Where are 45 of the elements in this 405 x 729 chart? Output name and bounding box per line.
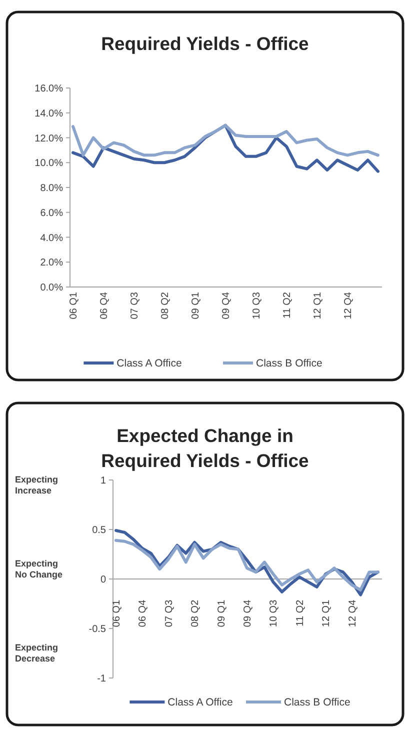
x-tick-label: 11 Q2 [294, 599, 306, 626]
x-tick-label: 06 Q1 [112, 599, 122, 628]
x-tick-label: 10 Q3 [268, 599, 280, 628]
y-tick-label: 10.0% [34, 158, 64, 170]
x-tick-label: 10 Q3 [252, 292, 262, 320]
y-tick-label: -0.5 [88, 624, 106, 635]
x-tick-label: 06 Q4 [99, 292, 110, 320]
y-tick-label: 16.0% [34, 84, 64, 94]
x-tick-label: 07 Q3 [130, 292, 140, 320]
y-tick-label: 6.0% [40, 208, 64, 219]
chart-title: Required Yields - Office [101, 33, 309, 54]
legend-label: Class A Office [168, 696, 233, 709]
y-tick-label: 12.0% [34, 133, 64, 144]
x-tick-label: 06 Q4 [138, 599, 149, 628]
legend-label: Class A Office [116, 358, 182, 370]
legend-label: Class B Office [256, 358, 322, 370]
x-tick-label: 12 Q4 [343, 292, 354, 320]
x-tick-label: 06 Q1 [68, 292, 80, 320]
x-tick-label: 12 Q1 [321, 599, 332, 628]
text: Expecting No Change [15, 558, 63, 580]
y-tick-label: 8.0% [40, 183, 64, 194]
x-tick-label: 09 Q1 [216, 599, 228, 628]
y-tick-label: 1 [100, 476, 106, 486]
legend-label: Class B Office [284, 696, 350, 709]
y-tick-label: 4.0% [40, 232, 64, 244]
y-tick-label: 0.5 [92, 525, 106, 536]
text: Expecting Increase [15, 474, 58, 496]
x-tick-label: 07 Q3 [164, 599, 175, 628]
y-tick-label: 0.0% [40, 282, 64, 294]
line-series [114, 538, 380, 592]
x-tick-label: 09 Q1 [190, 292, 202, 320]
y-tick-label: 0 [100, 574, 106, 586]
x-tick-label: 11 Q2 [282, 292, 293, 318]
chart-title: Expected Change in Required Yields - Office [101, 425, 309, 471]
x-tick-label: 08 Q2 [190, 599, 202, 628]
x-tick-label: 08 Q2 [160, 292, 171, 320]
x-tick-label: 09 Q4 [221, 292, 232, 320]
x-tick-label: 12 Q4 [347, 599, 358, 628]
line-series [72, 124, 380, 157]
x-tick-label: 09 Q4 [242, 599, 254, 628]
y-tick-label: 14.0% [34, 108, 64, 120]
x-tick-label: 12 Q1 [312, 292, 324, 320]
y-tick-label: -1 [97, 674, 106, 684]
y-tick-label: 2.0% [40, 258, 64, 269]
text: Expecting Decrease [15, 642, 58, 664]
